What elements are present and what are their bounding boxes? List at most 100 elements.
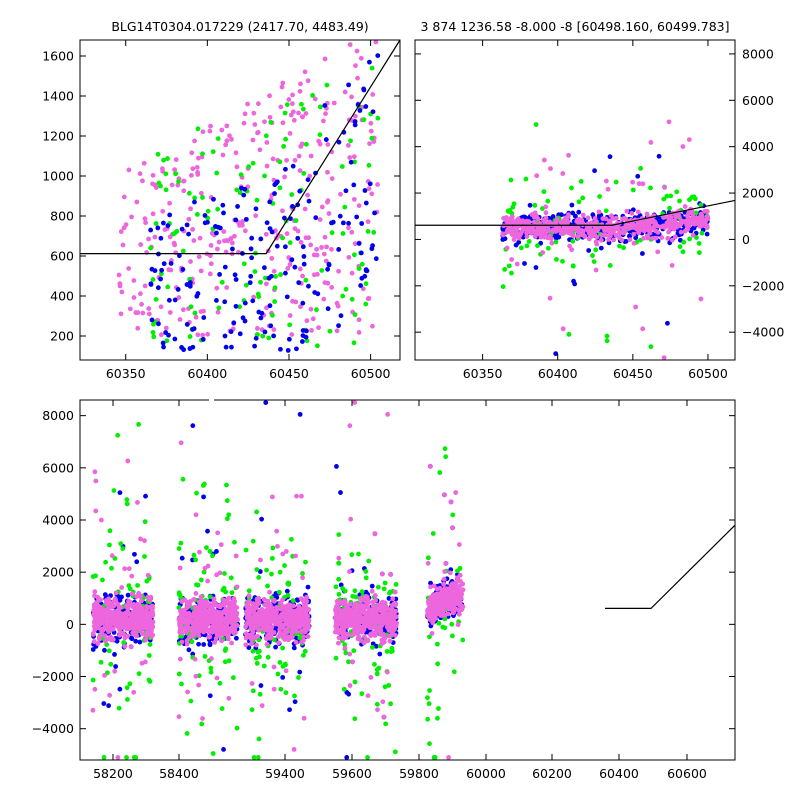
data-point [264, 220, 270, 226]
data-point [237, 190, 243, 196]
data-point [232, 539, 237, 545]
data-point [341, 686, 347, 692]
data-point [298, 304, 303, 310]
data-point [144, 604, 149, 609]
data-point [262, 275, 268, 281]
data-point [256, 622, 262, 628]
data-point [148, 245, 154, 251]
data-point [176, 179, 181, 184]
data-point [187, 634, 193, 640]
data-point [636, 181, 642, 187]
data-point [218, 542, 224, 548]
data-point [592, 168, 597, 174]
data-point [222, 264, 228, 270]
data-point [330, 219, 336, 225]
data-point [138, 628, 144, 634]
data-point [271, 333, 277, 339]
data-point [215, 206, 221, 212]
data-point [603, 226, 609, 231]
data-point [175, 287, 181, 292]
data-point [336, 560, 342, 566]
data-point [247, 610, 253, 615]
data-point [580, 195, 586, 201]
data-point [161, 157, 166, 163]
data-point [117, 490, 123, 496]
data-point [160, 340, 166, 346]
data-point [229, 640, 235, 646]
data-point [572, 213, 578, 219]
data-point [593, 239, 599, 245]
data-point [116, 272, 122, 278]
data-point [367, 141, 372, 147]
data-point [131, 278, 137, 283]
data-point [622, 215, 628, 221]
data-point [203, 614, 209, 620]
data-point [393, 582, 399, 587]
data-point [333, 584, 339, 590]
data-point [189, 150, 195, 156]
data-point [237, 331, 243, 337]
data-point [389, 603, 395, 608]
data-point [161, 344, 166, 350]
data-point [124, 603, 129, 608]
data-point [159, 166, 165, 172]
data-point [343, 188, 349, 194]
data-point [298, 239, 304, 245]
data-point [219, 127, 225, 133]
data-point [349, 296, 355, 302]
data-point [569, 202, 575, 208]
data-point [192, 199, 197, 205]
data-point [667, 205, 672, 211]
data-point [548, 166, 553, 171]
data-point [245, 101, 250, 107]
data-point [110, 626, 116, 632]
data-point [124, 685, 130, 691]
data-point [186, 231, 191, 237]
data-point [689, 194, 695, 200]
data-point [156, 321, 161, 327]
data-point [656, 153, 662, 159]
data-point [386, 682, 392, 688]
data-point [132, 551, 137, 557]
data-point [204, 545, 209, 551]
data-point [267, 606, 273, 612]
data-point [272, 285, 278, 291]
data-point [101, 701, 107, 706]
data-point [250, 688, 256, 694]
data-point [372, 593, 378, 598]
data-point [115, 754, 121, 760]
data-point [258, 279, 263, 285]
data-point [354, 603, 360, 609]
data-point [249, 636, 254, 642]
data-point [196, 633, 202, 638]
data-point [587, 226, 593, 232]
data-point [259, 310, 265, 316]
data-point [217, 272, 222, 277]
data-point [621, 245, 627, 251]
data-point [312, 290, 318, 295]
data-point [343, 631, 349, 637]
data-point [254, 660, 260, 666]
data-point [325, 198, 331, 204]
data-point [360, 286, 366, 292]
data-point [149, 317, 155, 323]
data-point [296, 603, 302, 609]
data-point [158, 276, 163, 282]
data-point [304, 620, 310, 626]
data-point [147, 642, 153, 647]
data-point [363, 200, 369, 206]
data-point [425, 560, 431, 566]
data-point [287, 313, 293, 318]
data-point [150, 632, 156, 638]
data-point [124, 501, 130, 507]
data-point [296, 612, 302, 618]
data-point [375, 115, 381, 121]
data-point [107, 692, 113, 698]
data-point [205, 563, 211, 569]
data-point [363, 268, 369, 274]
model-line [80, 39, 401, 255]
data-point [197, 235, 203, 241]
data-point [107, 635, 113, 641]
data-point [674, 189, 680, 195]
data-point [531, 219, 537, 225]
